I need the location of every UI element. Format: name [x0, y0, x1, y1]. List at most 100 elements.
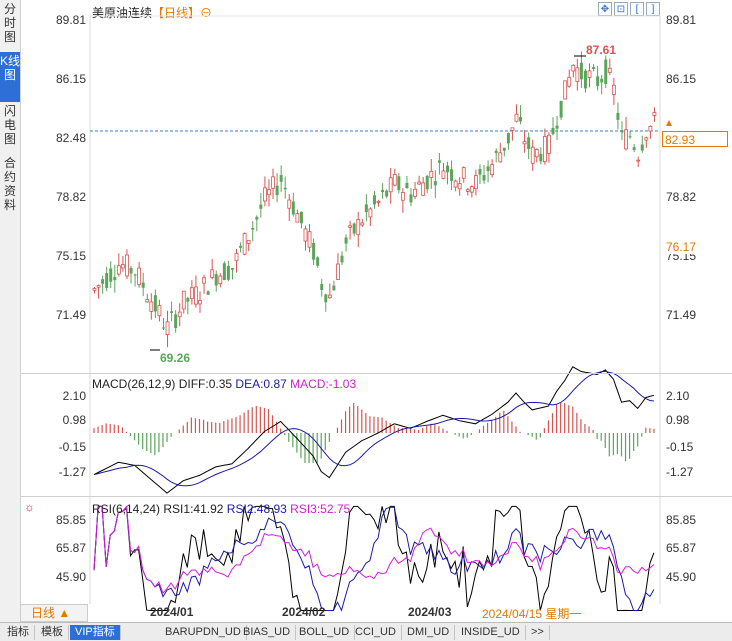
rsi-panel — [93, 505, 655, 612]
period-selector[interactable]: 日线 ▲ — [20, 604, 88, 622]
tab-boll[interactable]: BOLL_UD — [294, 625, 356, 640]
candle-body — [348, 225, 353, 228]
candle-body — [579, 62, 583, 80]
tab-barupdn[interactable]: BARUPDN_UD — [160, 625, 247, 640]
rsi-y-tick: 85.85 — [666, 513, 697, 527]
candle-body — [291, 201, 295, 215]
y-tick-right: 89.81 — [666, 13, 697, 27]
settings-sun-icon[interactable]: ☼ — [24, 500, 35, 514]
tab-contract-info[interactable]: 合约资料 — [3, 156, 16, 212]
candle-body — [530, 146, 535, 164]
candle-body — [101, 279, 105, 284]
tab-bias[interactable]: BIAS_UD — [238, 625, 297, 640]
candle-body — [563, 80, 568, 100]
candle-body — [356, 219, 361, 236]
macd-y-tick: -1.27 — [58, 465, 86, 479]
candle-body — [385, 190, 389, 197]
candlestick-series — [92, 51, 657, 348]
candle-body — [587, 70, 592, 78]
candle-body — [125, 254, 129, 277]
rsi2-line — [93, 505, 655, 612]
candle-body — [165, 321, 170, 336]
candle-body — [295, 213, 300, 223]
candle-body — [482, 175, 486, 181]
candle-body — [628, 136, 632, 138]
candle-body — [153, 295, 157, 312]
candle-body — [230, 268, 234, 270]
high-price-label: 87.61 — [586, 43, 617, 57]
macd-y-tick: 0.98 — [666, 413, 690, 427]
tab-dmi[interactable]: DMI_UD — [402, 625, 456, 640]
rsi-y-tick: 85.85 — [55, 513, 86, 527]
candle-body — [636, 159, 641, 162]
candle-body — [421, 182, 426, 196]
candle-body — [189, 287, 194, 299]
candle-body — [555, 125, 559, 129]
rsi-y-tick: 65.87 — [666, 541, 697, 555]
candle-body — [368, 208, 373, 218]
panel-divider[interactable] — [20, 373, 732, 374]
candle-body — [336, 263, 340, 280]
tab-cci[interactable]: CCI_UD — [350, 625, 402, 640]
candle-body — [632, 147, 636, 150]
tab-vip-indicators[interactable]: VIP指标 — [70, 625, 121, 640]
rsi-name[interactable]: RSI(6,14,24) — [92, 502, 161, 516]
candle-body — [96, 285, 101, 288]
candle-body — [616, 112, 620, 120]
candle-body — [271, 176, 275, 189]
candle-body — [648, 125, 653, 132]
candle-body — [109, 268, 113, 282]
candle-body — [332, 285, 336, 291]
current-date-label: 2024/04/15 星期一 — [482, 607, 582, 621]
rsi-header: RSI(6,14,24) RSI1:41.92 RSI2:48.93 RSI3:… — [92, 502, 350, 516]
macd-y-tick: -1.27 — [666, 465, 694, 479]
candle-body — [567, 77, 572, 87]
candle-body — [246, 239, 251, 244]
tab-indicators[interactable]: 指标 — [2, 625, 35, 640]
candle-body — [571, 64, 576, 72]
date-tick: 2024/03 — [408, 605, 452, 619]
candle-body — [149, 301, 154, 312]
tab-more[interactable]: >> — [526, 625, 550, 640]
candle-body — [506, 132, 510, 144]
macd-panel — [93, 366, 655, 494]
tab-templates[interactable]: 模板 — [36, 625, 69, 640]
side-tab-bar: 分时图 K线图 闪电图 合约资料 — [0, 0, 21, 622]
candle-body — [376, 200, 381, 203]
macd-y-tick: 2.10 — [666, 389, 690, 403]
candle-body — [198, 300, 202, 305]
candle-body — [372, 195, 376, 205]
candle-body — [324, 294, 328, 303]
macd-name[interactable]: MACD(26,12,9) — [92, 377, 176, 391]
candle-body — [275, 185, 279, 196]
y-tick-left: 86.15 — [55, 72, 86, 86]
rsi-value-1: RSI1:41.92 — [163, 502, 224, 516]
tab-time-chart[interactable]: 分时图 — [3, 2, 16, 44]
panel-divider[interactable] — [20, 496, 732, 497]
macd-value: MACD:-1.03 — [290, 377, 357, 391]
candle-body — [450, 169, 454, 181]
macd-diff-line — [93, 366, 655, 494]
y-tick-left: 71.49 — [55, 308, 86, 322]
tab-inside[interactable]: INSIDE_UD — [456, 625, 526, 640]
candle-body — [575, 67, 580, 83]
tab-flash-chart[interactable]: 闪电图 — [3, 104, 16, 146]
candle-body — [417, 181, 422, 185]
candle-body — [177, 311, 182, 318]
candle-body — [303, 228, 308, 242]
macd-y-tick: 0.98 — [62, 413, 86, 427]
tab-kline-chart[interactable]: K线图 — [0, 52, 20, 102]
candle-body — [600, 78, 604, 83]
candle-body — [611, 84, 616, 95]
candle-body — [226, 265, 230, 280]
y-tick-left: 82.48 — [55, 131, 86, 145]
candle-body — [542, 136, 547, 162]
candle-body — [433, 181, 437, 186]
candle-body — [259, 204, 263, 209]
candle-body — [469, 186, 474, 193]
low-price-label: 69.26 — [160, 351, 191, 365]
date-tick: 2024/01 — [150, 605, 194, 619]
macd-y-tick: -0.15 — [58, 440, 86, 454]
candle-body — [522, 141, 527, 145]
